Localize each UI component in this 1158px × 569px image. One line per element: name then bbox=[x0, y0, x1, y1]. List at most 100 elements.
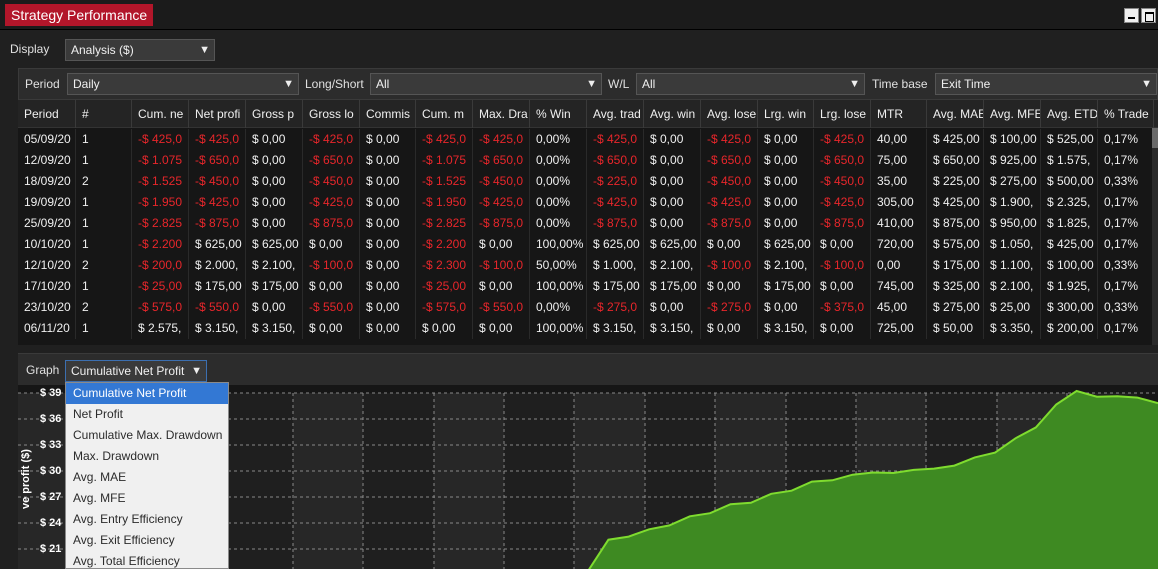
display-dropdown[interactable]: Analysis ($) ▼ bbox=[65, 39, 215, 61]
table-cell: $ 1.900, bbox=[984, 192, 1041, 213]
table-cell: $ 0,00 bbox=[473, 276, 530, 297]
table-row[interactable]: 17/10/20 1 -$ 25,00 $ 175,00 $ 175,00 $ 0,00 $… bbox=[18, 276, 1154, 297]
column-header[interactable]: Gross lo bbox=[303, 100, 360, 128]
graph-options-menu: Cumulative Net Profit Net Profit Cumulativ… bbox=[65, 382, 229, 569]
period-label: Period bbox=[25, 77, 60, 91]
vertical-scrollbar[interactable] bbox=[1152, 128, 1158, 345]
column-header[interactable]: Cum. m bbox=[416, 100, 473, 128]
table-cell: $ 2.325, bbox=[1041, 192, 1098, 213]
table-cell: $ 525,00 bbox=[1041, 129, 1098, 150]
column-header[interactable]: MTR bbox=[871, 100, 927, 128]
menu-item[interactable]: Cumulative Max. Drawdown bbox=[73, 428, 223, 442]
table-cell: $ 625,00 bbox=[758, 234, 814, 255]
menu-item[interactable]: Net Profit bbox=[73, 407, 124, 421]
table-row[interactable]: 18/09/20 2 -$ 1.525 -$ 450,0 $ 0,00 -$ 450,0 $… bbox=[18, 171, 1154, 192]
table-cell: -$ 550,0 bbox=[473, 297, 530, 318]
table-row-partial bbox=[18, 339, 1154, 345]
table-cell: $ 2.100, bbox=[644, 255, 701, 276]
graph-dropdown[interactable]: Cumulative Net Profit ▼ bbox=[65, 360, 207, 382]
column-header[interactable]: Avg. MFE bbox=[984, 100, 1041, 128]
table-cell: -$ 425,0 bbox=[701, 129, 758, 150]
menu-item[interactable]: Avg. Exit Efficiency bbox=[73, 533, 175, 547]
scrollbar-thumb[interactable] bbox=[1152, 128, 1158, 148]
table-cell: 1 bbox=[76, 129, 132, 150]
table-cell: 305,00 bbox=[871, 192, 927, 213]
table-row[interactable]: 10/10/20 1 -$ 2.200 $ 625,00 $ 625,00 $ 0,00 $… bbox=[18, 234, 1154, 255]
table-cell: -$ 425,0 bbox=[132, 129, 189, 150]
column-header[interactable]: Net profi bbox=[189, 100, 246, 128]
win-loss-label: W/L bbox=[608, 77, 630, 91]
table-cell: 25/09/20 bbox=[18, 213, 76, 234]
period-dropdown[interactable]: Daily ▼ bbox=[67, 73, 299, 95]
column-header[interactable]: Avg. win bbox=[644, 100, 701, 128]
chevron-down-icon: ▼ bbox=[191, 365, 202, 377]
table-row[interactable]: 19/09/20 1 -$ 1.950 -$ 425,0 $ 0,00 -$ 425,0 $… bbox=[18, 192, 1154, 213]
menu-item[interactable]: Avg. MFE bbox=[73, 491, 126, 505]
maximize-button[interactable] bbox=[1141, 8, 1156, 23]
table-cell: -$ 550,0 bbox=[189, 297, 246, 318]
table-row[interactable]: 12/09/20 1 -$ 1.075 -$ 650,0 $ 0,00 -$ 650,0 $… bbox=[18, 150, 1154, 171]
column-header[interactable]: Avg. trad bbox=[587, 100, 644, 128]
table-cell: $ 175,00 bbox=[758, 276, 814, 297]
column-header[interactable]: Avg. MAE bbox=[927, 100, 984, 128]
column-header[interactable]: Max. Dra bbox=[473, 100, 530, 128]
table-cell: $ 0,00 bbox=[644, 192, 701, 213]
table-cell: 0,00% bbox=[530, 171, 587, 192]
table-cell: $ 0,00 bbox=[360, 192, 416, 213]
filter-row: Period Daily ▼ Long/Short All ▼ W/L All … bbox=[18, 68, 1158, 100]
table-cell: 17/10/20 bbox=[18, 276, 76, 297]
table-header: Period # Cum. ne Net profi Gross p Gross lo Co… bbox=[18, 100, 1158, 128]
table-row[interactable]: 05/09/20 1 -$ 425,0 -$ 425,0 $ 0,00 -$ 425,0 $… bbox=[18, 129, 1154, 150]
table-cell: $ 0,00 bbox=[246, 171, 303, 192]
table-cell: -$ 450,0 bbox=[701, 171, 758, 192]
column-header[interactable]: Lrg. lose bbox=[814, 100, 871, 128]
table-cell: 1 bbox=[76, 276, 132, 297]
minimize-button[interactable] bbox=[1124, 8, 1139, 23]
table-cell: 100,00% bbox=[530, 234, 587, 255]
table-cell: $ 0,00 bbox=[644, 150, 701, 171]
menu-item[interactable]: Max. Drawdown bbox=[73, 449, 160, 463]
table-cell: $ 950,00 bbox=[984, 213, 1041, 234]
column-header[interactable]: Gross p bbox=[246, 100, 303, 128]
y-tick-label: $ 27 bbox=[40, 491, 62, 503]
table-row[interactable]: 25/09/20 1 -$ 2.825 -$ 875,0 $ 0,00 -$ 875,0 $… bbox=[18, 213, 1154, 234]
column-header[interactable]: Commis bbox=[360, 100, 416, 128]
display-row: Display Analysis ($) ▼ bbox=[10, 37, 1158, 63]
table-row[interactable]: 06/11/20 1 $ 2.575, $ 3.150, $ 3.150, $ 0,00 $… bbox=[18, 318, 1154, 339]
menu-item[interactable]: Avg. Entry Efficiency bbox=[73, 512, 183, 526]
win-loss-dropdown[interactable]: All ▼ bbox=[636, 73, 865, 95]
table-cell: 0,33% bbox=[1098, 297, 1154, 318]
table-cell: 1 bbox=[76, 150, 132, 171]
column-header[interactable]: Avg. lose bbox=[701, 100, 758, 128]
column-header[interactable]: Cum. ne bbox=[132, 100, 189, 128]
time-base-dropdown[interactable]: Exit Time ▼ bbox=[935, 73, 1157, 95]
column-header[interactable]: # bbox=[76, 100, 132, 128]
table-cell: -$ 875,0 bbox=[701, 213, 758, 234]
table-cell: 0,00% bbox=[530, 297, 587, 318]
y-tick-label: $ 30 bbox=[40, 465, 62, 477]
table-cell: $ 0,00 bbox=[644, 213, 701, 234]
table-row[interactable]: 12/10/20 2 -$ 200,0 $ 2.000, $ 2.100, -$ 100,… bbox=[18, 255, 1154, 276]
table-cell: $ 0,00 bbox=[644, 129, 701, 150]
table-cell: -$ 1.075 bbox=[416, 150, 473, 171]
table-cell: -$ 875,0 bbox=[303, 213, 360, 234]
table-cell: $ 50,00 bbox=[927, 318, 984, 339]
column-header[interactable]: % Trade bbox=[1098, 100, 1154, 128]
table-cell: 0,17% bbox=[1098, 234, 1154, 255]
column-header[interactable]: Avg. ETD bbox=[1041, 100, 1098, 128]
menu-item[interactable]: Avg. Total Efficiency bbox=[73, 554, 180, 568]
menu-item[interactable]: Cumulative Net Profit bbox=[66, 383, 228, 404]
table-cell: -$ 100,0 bbox=[303, 255, 360, 276]
table-cell: $ 100,00 bbox=[984, 129, 1041, 150]
long-short-dropdown[interactable]: All ▼ bbox=[370, 73, 602, 95]
table-row[interactable]: 23/10/20 2 -$ 575,0 -$ 550,0 $ 0,00 -$ 550,0 $… bbox=[18, 297, 1154, 318]
menu-item[interactable]: Avg. MAE bbox=[73, 470, 127, 484]
column-header[interactable]: Period bbox=[18, 100, 76, 128]
column-header[interactable]: % Win bbox=[530, 100, 587, 128]
table-cell: $ 0,00 bbox=[758, 213, 814, 234]
table-cell: $ 1.925, bbox=[1041, 276, 1098, 297]
table-cell: 745,00 bbox=[871, 276, 927, 297]
table-cell: $ 175,00 bbox=[587, 276, 644, 297]
column-header[interactable]: Lrg. win bbox=[758, 100, 814, 128]
